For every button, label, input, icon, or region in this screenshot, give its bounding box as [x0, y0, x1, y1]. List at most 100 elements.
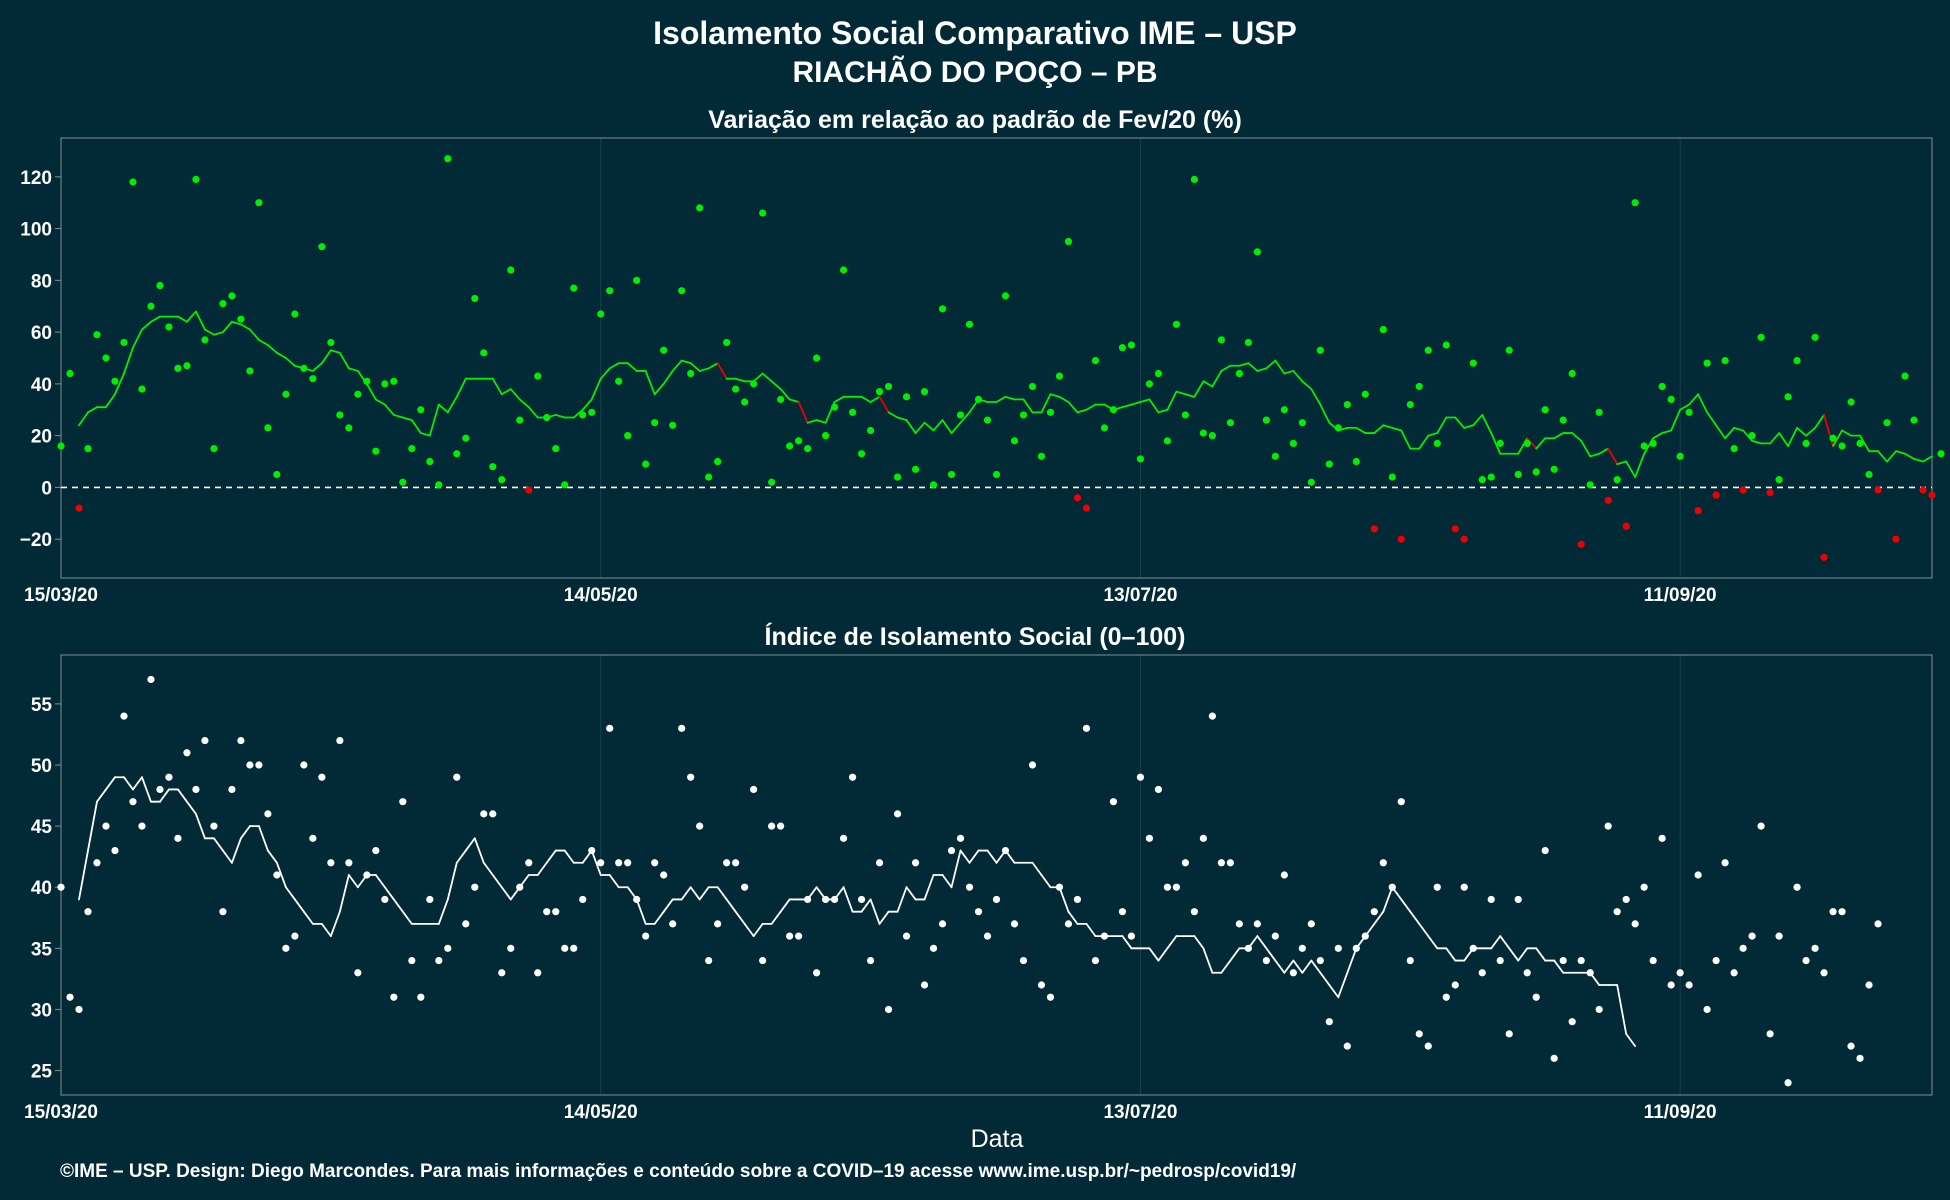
data-point	[1334, 944, 1342, 952]
moving-average-segment	[1490, 935, 1502, 950]
data-point	[1406, 956, 1414, 965]
data-point	[381, 895, 389, 904]
data-point	[228, 785, 236, 794]
y-tick-label: 80	[31, 271, 52, 292]
data-point	[417, 993, 425, 1001]
moving-average-segment	[383, 886, 395, 901]
moving-average-segment	[788, 398, 800, 403]
moving-average-segment	[1256, 935, 1268, 950]
moving-average-segment	[1445, 947, 1457, 962]
data-point	[624, 859, 632, 867]
data-point	[507, 944, 515, 952]
data-point	[147, 302, 155, 310]
x-axis-title: Data	[971, 1125, 1024, 1153]
moving-average-segment	[186, 310, 197, 323]
moving-average-segment	[1301, 380, 1313, 390]
moving-average-segment	[1310, 388, 1322, 406]
moving-average-segment	[1877, 450, 1888, 463]
moving-average-segment	[1076, 408, 1088, 414]
moving-average-segment	[1427, 432, 1439, 437]
data-point	[1595, 1005, 1603, 1014]
data-point	[795, 437, 803, 445]
data-point	[66, 993, 74, 1001]
moving-average-segment	[1175, 390, 1187, 396]
moving-average-segment	[428, 403, 440, 437]
moving-average-segment	[177, 788, 188, 803]
data-point	[1460, 535, 1468, 543]
data-point	[426, 895, 434, 904]
data-point	[1388, 473, 1396, 481]
data-point	[1478, 476, 1486, 484]
moving-average-segment	[959, 849, 971, 864]
data-point	[1712, 491, 1720, 499]
data-point	[1559, 956, 1567, 965]
data-point	[974, 395, 983, 404]
data-point	[183, 749, 191, 757]
data-point	[147, 675, 155, 684]
moving-average-segment	[1508, 947, 1520, 962]
data-point	[453, 773, 461, 781]
panel-border	[60, 654, 1933, 1096]
data-point	[875, 388, 884, 396]
data-point	[300, 761, 308, 769]
moving-average-segment	[1319, 971, 1331, 986]
data-point	[768, 478, 776, 486]
data-point	[848, 408, 857, 416]
data-point	[183, 362, 191, 370]
moving-average-segment	[1121, 403, 1133, 409]
data-point	[1361, 390, 1369, 398]
moving-average-segment	[1481, 414, 1493, 434]
data-point	[1865, 981, 1873, 989]
data-point	[435, 481, 443, 489]
moving-average-segment	[1049, 393, 1061, 398]
data-point	[1775, 932, 1783, 940]
panel2-title: Índice de Isolamento Social (0–100)	[765, 622, 1186, 651]
moving-average-segment	[572, 408, 584, 419]
data-point	[615, 859, 623, 867]
data-point	[1631, 920, 1639, 928]
data-point	[633, 895, 641, 904]
moving-average-segment	[266, 344, 278, 354]
moving-average-segment	[608, 362, 620, 370]
data-point	[920, 388, 929, 396]
data-point	[1082, 504, 1091, 512]
data-point	[1172, 883, 1181, 891]
moving-average-segment	[1814, 414, 1825, 429]
moving-average-segment	[401, 910, 413, 925]
data-point	[1010, 437, 1019, 445]
y-tick-label: −20	[20, 530, 52, 551]
moving-average-segment	[734, 910, 746, 925]
moving-average-segment	[1373, 910, 1385, 925]
moving-average-segment	[1805, 426, 1816, 437]
data-point	[93, 331, 101, 339]
data-point	[201, 336, 209, 344]
data-point	[651, 419, 659, 427]
data-point	[1487, 473, 1495, 481]
data-point	[714, 457, 722, 466]
moving-average-segment	[833, 395, 845, 403]
moving-average-segment	[1004, 395, 1016, 401]
data-point	[246, 367, 254, 375]
data-point	[1343, 1042, 1351, 1050]
moving-average-segment	[1382, 886, 1394, 913]
data-point	[129, 798, 137, 806]
moving-average-segment	[1400, 429, 1412, 450]
moving-average-segment	[1625, 1032, 1637, 1048]
data-point	[462, 434, 470, 442]
data-point	[1127, 932, 1136, 940]
data-point	[597, 859, 605, 867]
y-tick-label: 40	[31, 878, 52, 899]
data-point	[1847, 398, 1855, 406]
data-point	[1424, 1042, 1432, 1050]
data-point	[723, 859, 731, 867]
data-point	[444, 944, 452, 952]
y-tick-label: 55	[31, 695, 53, 716]
footer-credit: ©IME – USP. Design: Diego Marcondes. Par…	[60, 1161, 1297, 1182]
data-point	[516, 883, 524, 891]
data-point	[1163, 883, 1172, 891]
moving-average-segment	[1202, 380, 1214, 388]
data-point	[66, 369, 74, 378]
data-point	[1019, 956, 1028, 965]
moving-average-segment	[257, 825, 269, 852]
data-point	[660, 871, 668, 879]
